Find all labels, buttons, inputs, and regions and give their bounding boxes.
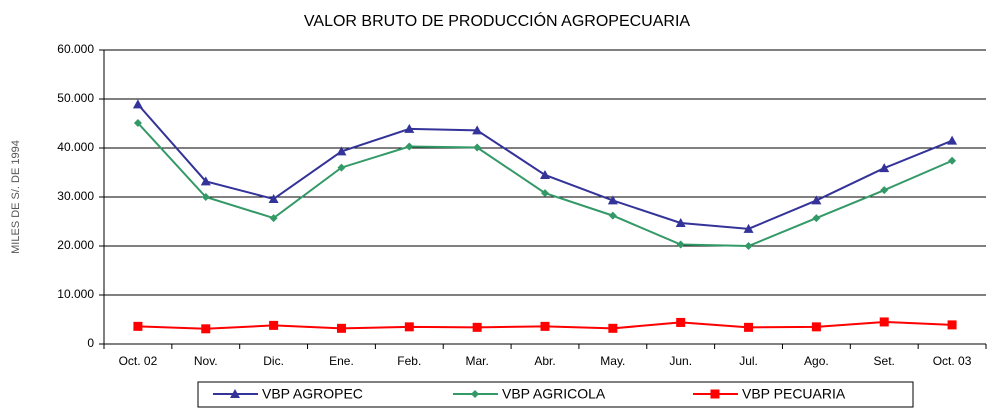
legend-marker — [230, 389, 240, 398]
data-point — [132, 99, 143, 109]
x-tick-label: Ago. — [804, 354, 829, 368]
x-tick-label: Mar. — [465, 354, 488, 368]
data-point — [133, 119, 142, 128]
data-point — [473, 143, 482, 152]
x-tick-label: Feb. — [397, 354, 421, 368]
y-tick-label: 10.000 — [57, 287, 94, 301]
data-point — [336, 323, 346, 333]
data-point — [201, 324, 211, 334]
data-point — [608, 323, 618, 333]
data-point — [676, 317, 686, 327]
data-point — [269, 320, 279, 330]
legend-marker — [471, 390, 479, 398]
data-point — [743, 223, 754, 233]
y-tick-label: 0 — [87, 336, 94, 350]
data-point — [404, 123, 415, 133]
x-tick-label: Abr. — [534, 354, 555, 368]
data-point — [607, 195, 618, 205]
x-tick-label: Nov. — [194, 354, 218, 368]
data-point — [540, 321, 550, 331]
x-tick-label: Oct. 03 — [933, 354, 972, 368]
chart-title: VALOR BRUTO DE PRODUCCIÓN AGROPECUARIA — [304, 11, 690, 30]
data-point — [879, 317, 889, 327]
data-point — [200, 176, 211, 186]
data-point — [540, 169, 550, 179]
data-point — [472, 322, 482, 332]
x-tick-label: Jun. — [669, 354, 692, 368]
data-point — [337, 163, 346, 172]
x-tick-label: Ene. — [329, 354, 354, 368]
x-tick-label: Dic. — [263, 354, 284, 368]
data-point — [608, 211, 617, 220]
y-axis-label: MILES DE S/. DE 1994 — [10, 140, 22, 254]
y-tick-label: 20.000 — [57, 238, 94, 252]
data-point — [811, 195, 822, 205]
x-tick-label: Oct. 02 — [119, 354, 158, 368]
legend-box — [197, 381, 914, 408]
x-tick-label: May. — [600, 354, 625, 368]
legend-label: VBP AGRICOLA — [502, 386, 606, 402]
x-tick-label: Set. — [874, 354, 895, 368]
data-point — [541, 189, 549, 198]
legend-label: VBP AGROPEC — [262, 386, 363, 402]
data-point — [879, 163, 890, 173]
data-point — [880, 186, 889, 195]
series-line — [137, 122, 953, 248]
data-point — [744, 242, 753, 250]
y-tick-label: 50.000 — [57, 91, 94, 105]
data-point — [133, 321, 143, 331]
data-point — [201, 193, 210, 201]
series-line — [137, 103, 953, 230]
data-point — [676, 240, 685, 249]
data-point — [812, 214, 821, 223]
data-point — [405, 142, 414, 151]
data-point — [472, 125, 483, 135]
legend-marker — [710, 389, 720, 399]
data-point — [947, 135, 958, 145]
data-point — [947, 320, 957, 330]
data-point — [811, 322, 821, 332]
data-point — [948, 156, 957, 165]
data-point — [336, 146, 347, 156]
y-tick-label: 30.000 — [57, 189, 94, 203]
data-point — [675, 217, 686, 227]
data-point — [269, 214, 278, 223]
legend-label: VBP PECUARIA — [742, 386, 846, 402]
data-point — [744, 322, 754, 332]
y-tick-label: 40.000 — [57, 140, 94, 154]
data-point — [404, 322, 414, 332]
data-point — [268, 193, 279, 203]
y-tick-label: 60.000 — [57, 42, 94, 56]
x-tick-label: Jul. — [739, 354, 758, 368]
